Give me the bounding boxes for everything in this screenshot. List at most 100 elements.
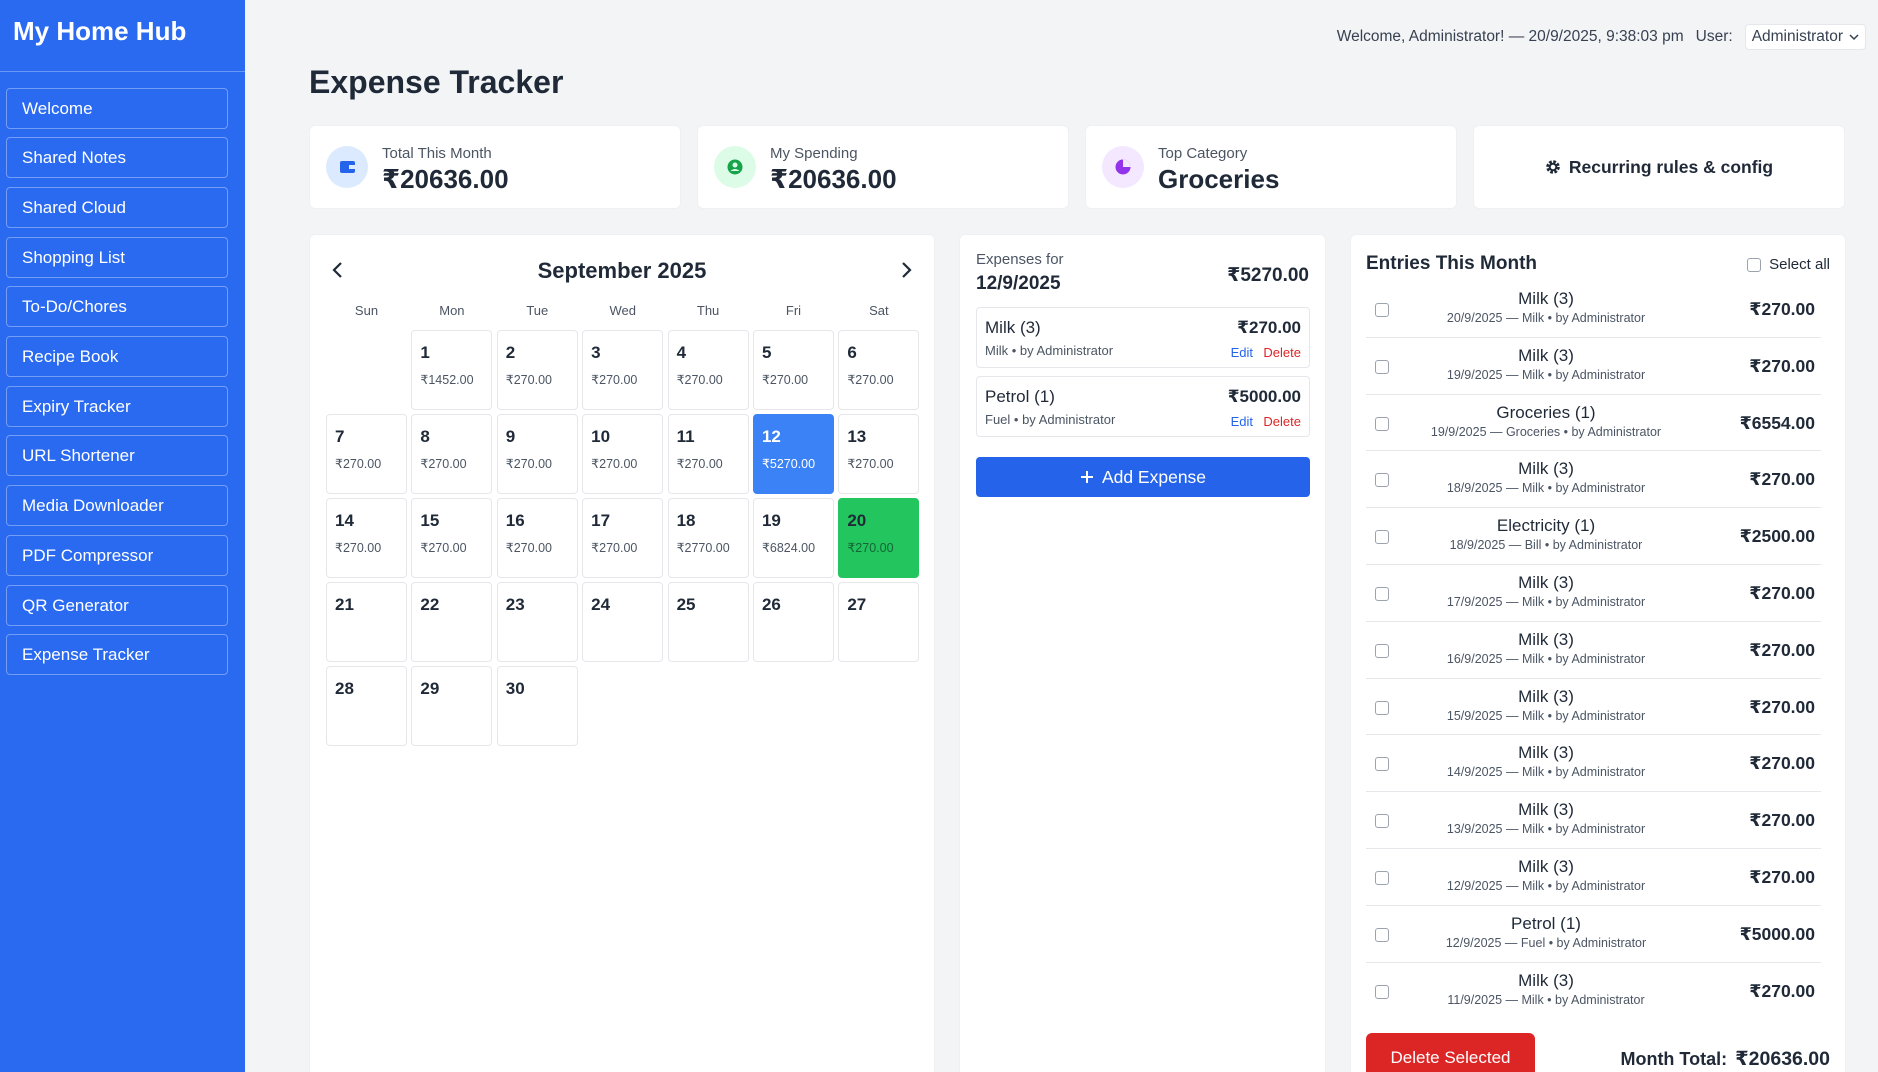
- nav-item[interactable]: Shared Notes: [6, 137, 228, 179]
- day-number: 27: [847, 595, 867, 614]
- checkbox[interactable]: [1375, 530, 1389, 545]
- nav-item[interactable]: To-Do/Chores: [6, 286, 228, 328]
- nav-item[interactable]: Shopping List: [6, 236, 228, 278]
- next-month[interactable]: [898, 261, 914, 279]
- expense-meta: Milk • by Administrator: [985, 343, 1114, 358]
- add-expense-button[interactable]: Add Expense: [976, 457, 1310, 497]
- entry-meta: 12/9/2025 — Milk • by Administrator: [1446, 878, 1646, 893]
- day-cell[interactable]: 3 ₹270.00: [582, 330, 664, 410]
- stat-icon: [1102, 146, 1144, 188]
- day-cell[interactable]: 15 ₹270.00: [411, 498, 493, 578]
- day-number: 14: [335, 511, 354, 530]
- day-number: 19: [761, 511, 781, 530]
- day-amount: ₹270.00: [335, 457, 382, 471]
- nav-item[interactable]: Expiry Tracker: [6, 385, 228, 427]
- day-cell[interactable]: 26: [752, 582, 834, 662]
- select-all[interactable]: Select all: [1747, 256, 1830, 273]
- nav-item[interactable]: Expense Tracker: [6, 634, 228, 676]
- day-cell[interactable]: 21: [326, 582, 407, 662]
- weekday: Mon: [439, 303, 465, 318]
- day-cell[interactable]: 24: [582, 582, 664, 662]
- day-cell[interactable]: 29: [411, 666, 493, 746]
- day-number: 18: [676, 511, 696, 530]
- edit-link[interactable]: Edit: [1230, 345, 1253, 360]
- edit-link[interactable]: Edit: [1230, 414, 1253, 429]
- icon: [727, 159, 743, 175]
- checkbox[interactable]: [1375, 984, 1389, 999]
- day-number: 23: [505, 595, 525, 614]
- day-cell[interactable]: 6 ₹270.00: [838, 330, 920, 410]
- day-cell[interactable]: 23: [496, 582, 578, 662]
- checkbox[interactable]: [1375, 416, 1389, 431]
- checkbox[interactable]: [1375, 700, 1389, 715]
- day-cell[interactable]: 12 ₹5270.00: [752, 414, 834, 494]
- stat-value: ₹20636.00: [382, 164, 509, 194]
- entry-meta: 19/9/2025 — Milk • by Administrator: [1446, 367, 1646, 382]
- day-cell[interactable]: 7 ₹270.00: [326, 414, 407, 494]
- stat-icon: [714, 146, 756, 188]
- weekday: Sat: [869, 303, 889, 318]
- page-title: Expense Tracker: [309, 64, 564, 100]
- entry-amount: ₹270.00: [1749, 810, 1815, 831]
- day-cell[interactable]: 16 ₹270.00: [496, 498, 578, 578]
- checkbox[interactable]: [1375, 643, 1389, 658]
- day-cell[interactable]: 14 ₹270.00: [326, 498, 407, 578]
- user-select[interactable]: Administrator: [1744, 24, 1866, 50]
- checkbox[interactable]: [1375, 303, 1389, 317]
- entry-meta: 12/9/2025 — Fuel • by Administrator: [1445, 935, 1647, 950]
- delete-selected-button[interactable]: Delete Selected: [1366, 1033, 1535, 1072]
- stat-label: My Spending: [770, 145, 858, 162]
- day-cell[interactable]: 20 ₹270.00: [838, 498, 920, 578]
- entry-text: Electricity (1) 18/9/2025 — Bill • by Adm…: [1406, 516, 1686, 552]
- weekday: Fri: [785, 303, 802, 318]
- day-cell[interactable]: 1 ₹1452.00: [411, 330, 493, 410]
- month-title: September 2025: [537, 258, 707, 283]
- day-amount: ₹270.00: [591, 457, 638, 471]
- nav-item[interactable]: URL Shortener: [6, 435, 228, 477]
- add-label: Add Expense: [1101, 466, 1207, 487]
- prev-month[interactable]: [330, 261, 346, 279]
- day-cell[interactable]: 22: [411, 582, 493, 662]
- day-cell[interactable]: 25: [667, 582, 749, 662]
- day-number: 9: [505, 427, 516, 446]
- checkbox[interactable]: [1375, 473, 1389, 488]
- day-number: 20: [847, 511, 867, 530]
- day-cell[interactable]: 27: [838, 582, 920, 662]
- checkbox[interactable]: [1375, 586, 1389, 601]
- delete-link[interactable]: Delete: [1263, 414, 1301, 429]
- checkbox[interactable]: [1375, 814, 1389, 829]
- nav-item[interactable]: Recipe Book: [6, 336, 228, 377]
- nav-item[interactable]: QR Generator: [6, 584, 228, 626]
- app-title: My Home Hub: [13, 16, 187, 46]
- day-cell[interactable]: 2 ₹270.00: [496, 330, 578, 410]
- nav-item[interactable]: Media Downloader: [6, 485, 228, 527]
- nav-item[interactable]: Shared Cloud: [6, 186, 228, 228]
- day-cell[interactable]: 4 ₹270.00: [667, 330, 749, 410]
- day-cell[interactable]: 17 ₹270.00: [582, 498, 664, 578]
- day-amount: ₹270.00: [505, 373, 552, 387]
- recurring-button[interactable]: Recurring rules & config: [1473, 125, 1845, 209]
- day-cell[interactable]: 8 ₹270.00: [411, 414, 493, 494]
- day-cell[interactable]: 11 ₹270.00: [667, 414, 749, 494]
- entry-amount: ₹270.00: [1749, 355, 1815, 376]
- delete-link[interactable]: Delete: [1263, 345, 1301, 360]
- day-cell[interactable]: 5 ₹270.00: [752, 330, 834, 410]
- day-cell[interactable]: 18 ₹2770.00: [667, 498, 749, 578]
- nav-item[interactable]: Welcome: [6, 87, 228, 129]
- checkbox[interactable]: [1375, 757, 1389, 772]
- checkbox[interactable]: [1375, 359, 1389, 374]
- entry-name: Milk (3): [1518, 459, 1574, 479]
- checkbox[interactable]: [1747, 257, 1762, 272]
- day-cell[interactable]: 13 ₹270.00: [838, 414, 920, 494]
- day-cell[interactable]: 28: [326, 666, 407, 746]
- day-date: 12/9/2025: [976, 273, 1061, 294]
- day-cell[interactable]: 9 ₹270.00: [496, 414, 578, 494]
- checkbox[interactable]: [1375, 927, 1389, 942]
- icon: [1546, 160, 1560, 174]
- checkbox[interactable]: [1375, 870, 1389, 885]
- day-cell[interactable]: 30: [496, 666, 578, 746]
- icon: [1115, 159, 1131, 175]
- nav-item[interactable]: PDF Compressor: [6, 534, 228, 576]
- day-cell[interactable]: 10 ₹270.00: [582, 414, 664, 494]
- day-cell[interactable]: 19 ₹6824.00: [752, 498, 834, 578]
